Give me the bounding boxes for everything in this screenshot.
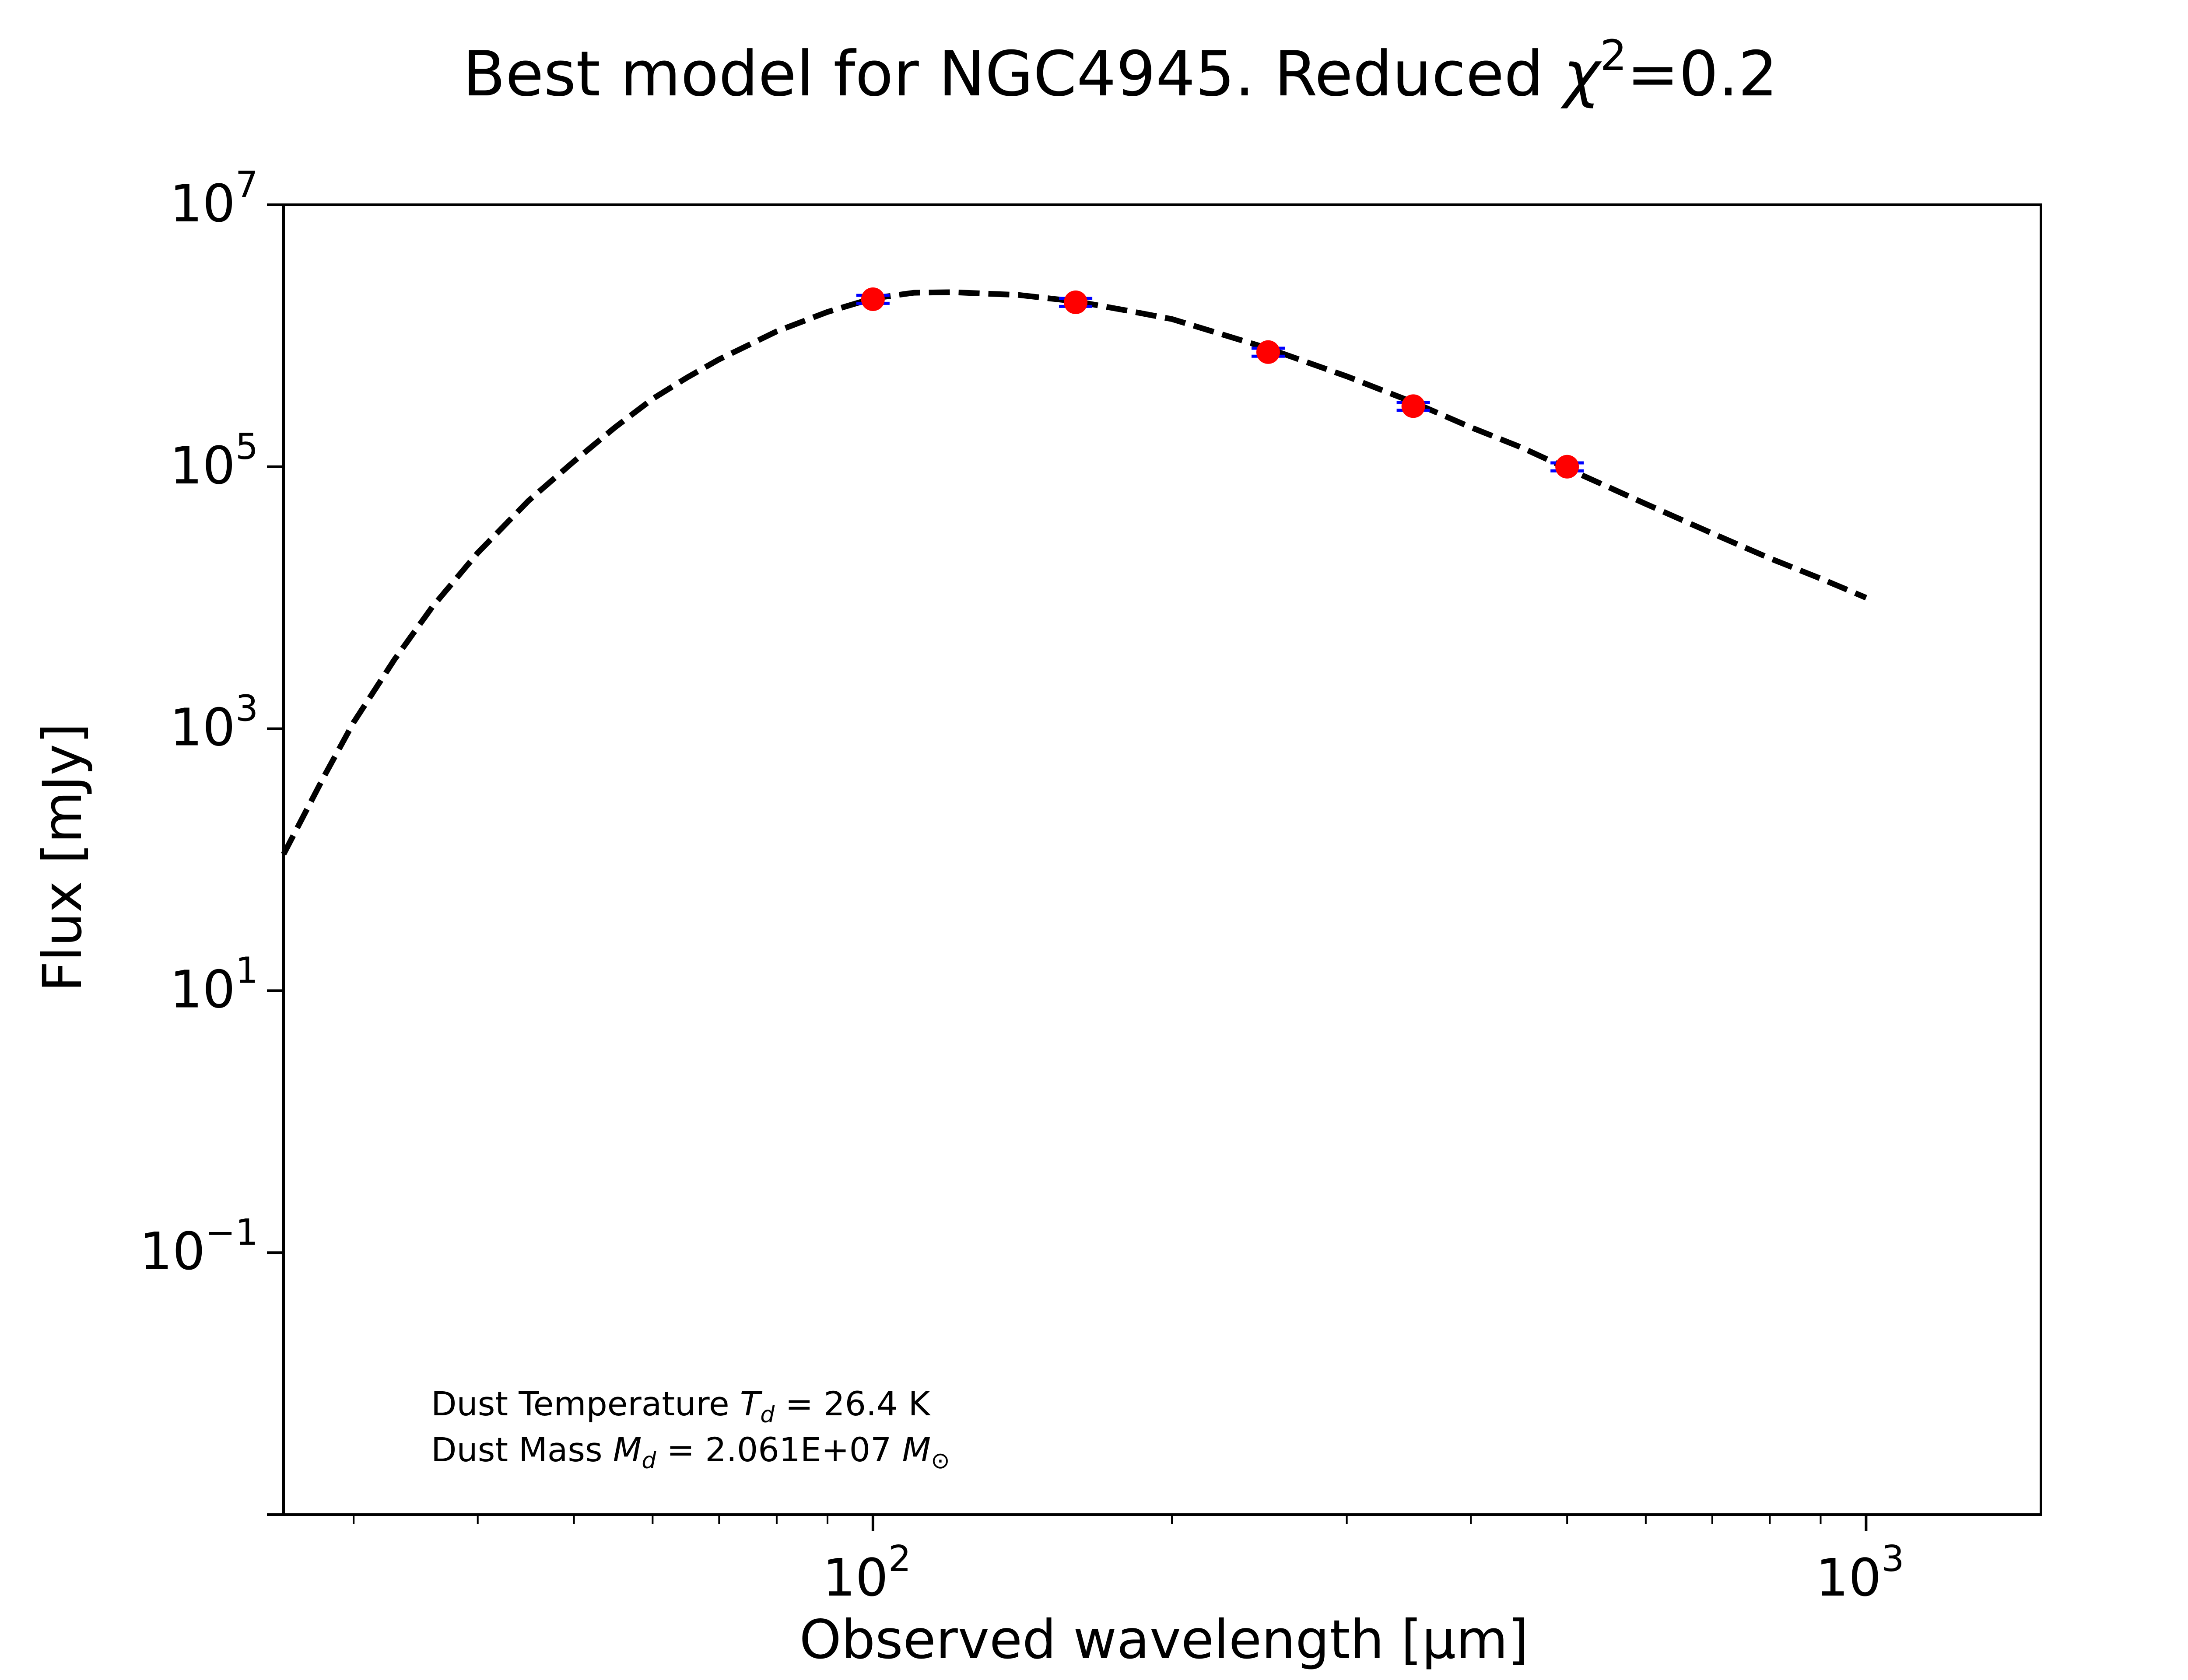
dust-mass-annotation: Dust Mass Md = 2.061E+07 M⊙ xyxy=(431,1430,950,1474)
data-point xyxy=(1555,455,1579,479)
observations-group xyxy=(856,287,1584,479)
data-point xyxy=(1064,290,1088,314)
data-point-group xyxy=(1059,290,1093,314)
y-tick-label: 10−1 xyxy=(140,1212,258,1281)
y-axis-label: Flux [mJy] xyxy=(32,723,94,992)
data-point-group xyxy=(1550,455,1584,479)
y-tick-label: 105 xyxy=(170,426,258,496)
dust-temperature-annotation: Dust Temperature Td = 26.4 K xyxy=(431,1384,931,1428)
data-point-group xyxy=(856,287,890,311)
y-tick-label: 107 xyxy=(170,164,258,234)
x-axis-label: Observed wavelength [μm] xyxy=(799,1609,1529,1671)
data-point xyxy=(1401,394,1425,418)
x-tick-label: 103 xyxy=(1816,1538,1904,1608)
x-tick-label: 102 xyxy=(823,1538,911,1608)
data-point-group xyxy=(1396,394,1430,418)
axis-ticks: 10−1 101 103 105 107 102 103 xyxy=(140,164,1904,1608)
chart-title: Best model for NGC4945. Reduced χ2=0.2 xyxy=(463,31,1778,110)
y-tick-label: 103 xyxy=(170,688,258,758)
plot-area xyxy=(282,203,2042,1516)
data-point xyxy=(1256,340,1280,364)
data-point-group xyxy=(1251,340,1285,364)
plot-frame xyxy=(282,203,2042,1516)
data-point xyxy=(861,287,885,311)
y-tick-label: 101 xyxy=(170,950,258,1019)
